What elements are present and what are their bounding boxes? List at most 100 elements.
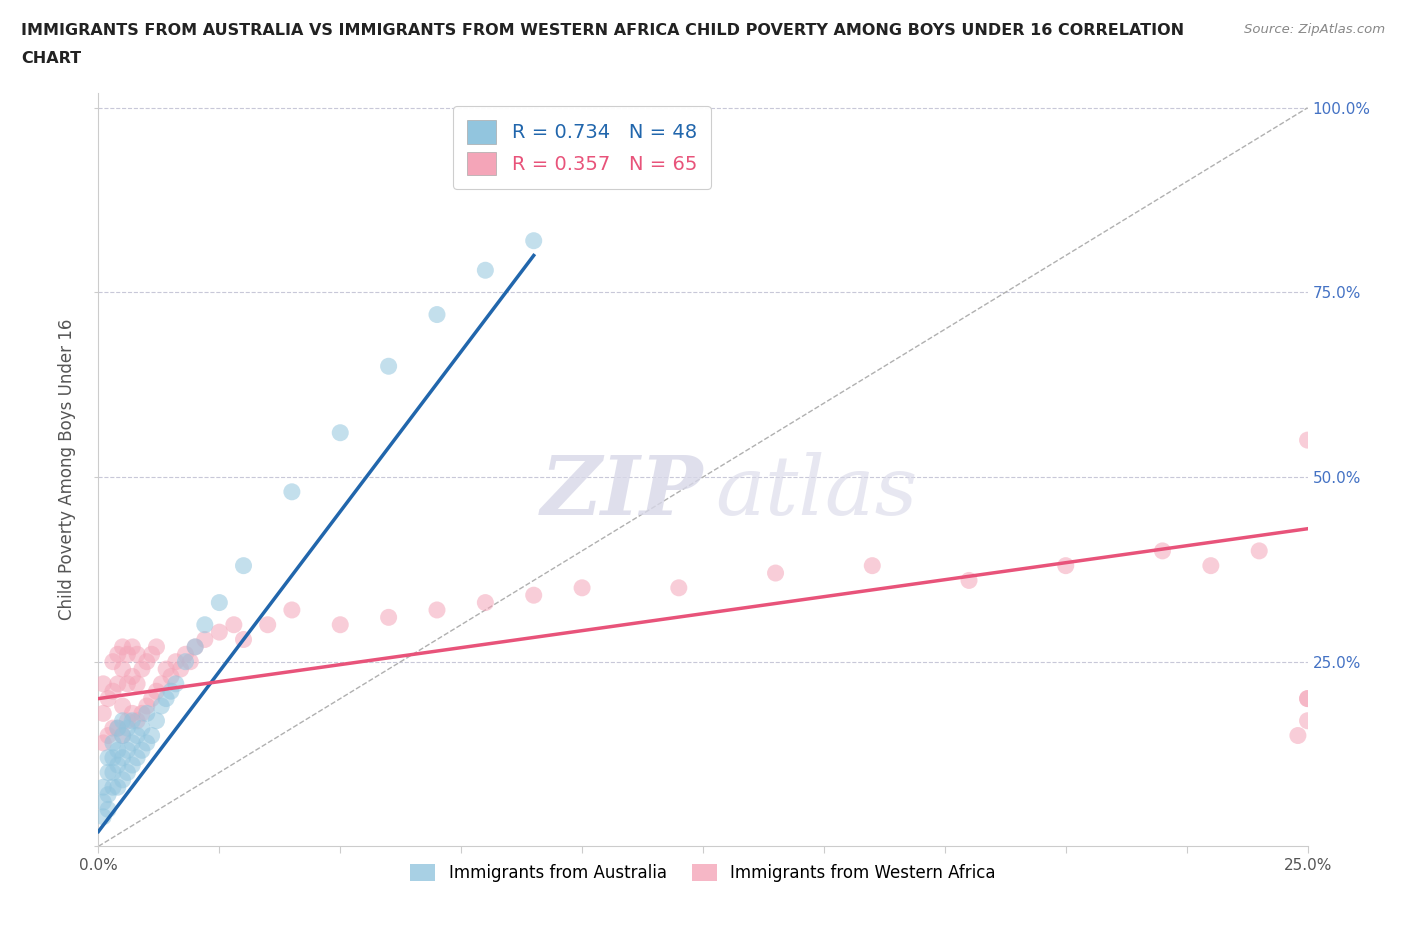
Point: [121, 736, 143, 751]
Point: [117, 713, 139, 728]
Text: CHART: CHART: [21, 51, 82, 66]
Point: [101, 751, 124, 765]
Point: [281, 603, 304, 618]
Point: [121, 706, 143, 721]
Point: [111, 661, 134, 676]
Point: [1054, 558, 1077, 573]
Point: [150, 676, 173, 691]
Point: [111, 751, 134, 765]
Point: [1296, 691, 1319, 706]
Point: [160, 669, 183, 684]
Point: [107, 743, 129, 758]
Point: [1296, 713, 1319, 728]
Point: [131, 706, 153, 721]
Point: [107, 758, 129, 773]
Legend: Immigrants from Australia, Immigrants from Western Africa: Immigrants from Australia, Immigrants fr…: [402, 856, 1004, 891]
Point: [117, 676, 139, 691]
Point: [127, 728, 149, 743]
Point: [97, 751, 120, 765]
Point: [222, 618, 245, 632]
Point: [155, 691, 177, 706]
Point: [91, 676, 114, 691]
Point: [135, 698, 157, 713]
Point: [91, 809, 114, 824]
Point: [97, 728, 120, 743]
Point: [571, 580, 593, 595]
Point: [957, 573, 980, 588]
Point: [1152, 543, 1174, 558]
Point: [281, 485, 304, 499]
Point: [111, 728, 134, 743]
Point: [208, 625, 231, 640]
Point: [91, 794, 114, 809]
Point: [121, 758, 143, 773]
Point: [377, 610, 399, 625]
Point: [1296, 691, 1319, 706]
Text: IMMIGRANTS FROM AUSTRALIA VS IMMIGRANTS FROM WESTERN AFRICA CHILD POVERTY AMONG : IMMIGRANTS FROM AUSTRALIA VS IMMIGRANTS …: [21, 23, 1184, 38]
Text: Source: ZipAtlas.com: Source: ZipAtlas.com: [1244, 23, 1385, 36]
Point: [165, 654, 187, 669]
Point: [1296, 432, 1319, 447]
Point: [121, 640, 143, 655]
Point: [160, 684, 183, 698]
Point: [232, 632, 254, 647]
Point: [523, 588, 546, 603]
Point: [1286, 728, 1309, 743]
Point: [101, 736, 124, 751]
Point: [135, 654, 157, 669]
Point: [127, 713, 149, 728]
Point: [111, 640, 134, 655]
Point: [426, 603, 449, 618]
Point: [668, 580, 690, 595]
Text: ZIP: ZIP: [540, 452, 703, 532]
Point: [107, 779, 129, 794]
Point: [107, 721, 129, 736]
Point: [131, 661, 153, 676]
Point: [426, 307, 449, 322]
Point: [155, 661, 177, 676]
Point: [377, 359, 399, 374]
Point: [145, 640, 167, 655]
Point: [121, 669, 143, 684]
Point: [765, 565, 787, 580]
Point: [101, 721, 124, 736]
Point: [101, 765, 124, 780]
Point: [101, 779, 124, 794]
Point: [474, 263, 496, 278]
Point: [107, 647, 129, 662]
Point: [91, 736, 114, 751]
Point: [256, 618, 278, 632]
Text: atlas: atlas: [716, 452, 918, 532]
Point: [97, 765, 120, 780]
Point: [117, 765, 139, 780]
Point: [174, 647, 197, 662]
Point: [101, 684, 124, 698]
Point: [121, 713, 143, 728]
Point: [117, 721, 139, 736]
Point: [523, 233, 546, 248]
Point: [179, 654, 201, 669]
Point: [232, 558, 254, 573]
Point: [860, 558, 883, 573]
Point: [117, 647, 139, 662]
Point: [474, 595, 496, 610]
Point: [107, 676, 129, 691]
Point: [127, 676, 149, 691]
Y-axis label: Child Poverty Among Boys Under 16: Child Poverty Among Boys Under 16: [58, 319, 76, 620]
Point: [1199, 558, 1222, 573]
Point: [117, 743, 139, 758]
Point: [174, 654, 197, 669]
Point: [135, 736, 157, 751]
Point: [145, 684, 167, 698]
Point: [101, 654, 124, 669]
Point: [141, 647, 163, 662]
Point: [97, 802, 120, 817]
Point: [329, 425, 352, 440]
Point: [329, 618, 352, 632]
Point: [169, 661, 191, 676]
Point: [131, 743, 153, 758]
Point: [111, 698, 134, 713]
Point: [150, 698, 173, 713]
Point: [1249, 543, 1271, 558]
Point: [97, 691, 120, 706]
